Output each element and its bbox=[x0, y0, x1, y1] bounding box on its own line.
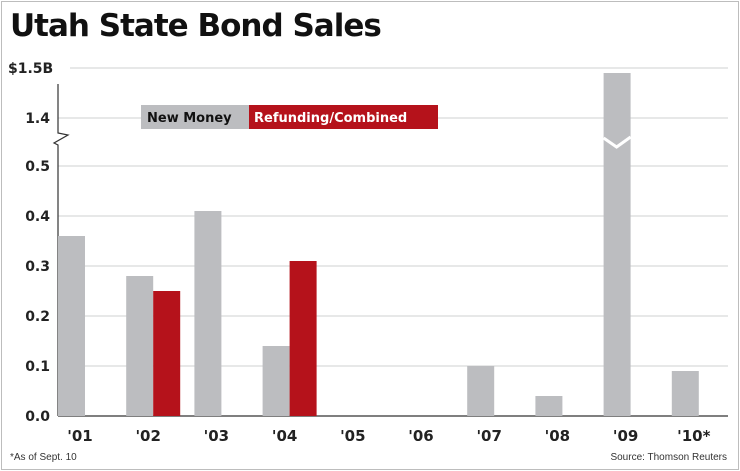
legend-label-new-money: New Money bbox=[147, 111, 232, 126]
y-tick-label: 0.4 bbox=[25, 209, 50, 225]
x-tick-label: '08 bbox=[545, 427, 570, 445]
y-tick-label: 1.4 bbox=[25, 111, 50, 127]
x-tick-label: '05 bbox=[340, 427, 365, 445]
legend-swatch-new-money bbox=[141, 105, 249, 129]
bar-new-money bbox=[194, 211, 222, 416]
source-note: Source: Thomson Reuters bbox=[610, 452, 727, 463]
y-tick-label: 0.3 bbox=[25, 259, 50, 275]
legend-label-refunding-combined: Refunding/Combined bbox=[254, 111, 407, 126]
bar-refunding-combined bbox=[153, 291, 181, 416]
x-tick-label: '01 bbox=[67, 427, 92, 445]
x-tick-label: '10* bbox=[677, 427, 710, 445]
x-tick-label: '09 bbox=[613, 427, 638, 445]
y-tick-label: 0.1 bbox=[25, 359, 50, 375]
x-tick-label: '07 bbox=[476, 427, 501, 445]
bar-new-money bbox=[58, 236, 85, 416]
bar-new-money bbox=[603, 73, 631, 416]
footnote: *As of Sept. 10 bbox=[10, 452, 77, 463]
y-tick-label: 0.2 bbox=[25, 309, 50, 325]
bar-new-money bbox=[126, 276, 154, 416]
legend-swatch-refunding-combined bbox=[249, 105, 438, 129]
x-tick-label: '02 bbox=[135, 427, 160, 445]
y-axis-line bbox=[52, 84, 70, 416]
x-tick-label: '03 bbox=[204, 427, 229, 445]
bar-new-money bbox=[467, 366, 495, 416]
x-tick-label: '06 bbox=[408, 427, 433, 445]
bar-break-mark bbox=[602, 135, 632, 149]
bar-new-money bbox=[262, 346, 290, 416]
bar-refunding-combined bbox=[289, 261, 317, 416]
y-tick-label: $1.5B bbox=[8, 61, 53, 77]
y-tick-label: 0.0 bbox=[25, 409, 50, 425]
bar-new-money bbox=[535, 396, 563, 416]
chart-title: Utah State Bond Sales bbox=[10, 8, 382, 44]
x-tick-label: '04 bbox=[272, 427, 297, 445]
bar-new-money bbox=[671, 371, 699, 416]
y-tick-label: 0.5 bbox=[25, 159, 50, 175]
